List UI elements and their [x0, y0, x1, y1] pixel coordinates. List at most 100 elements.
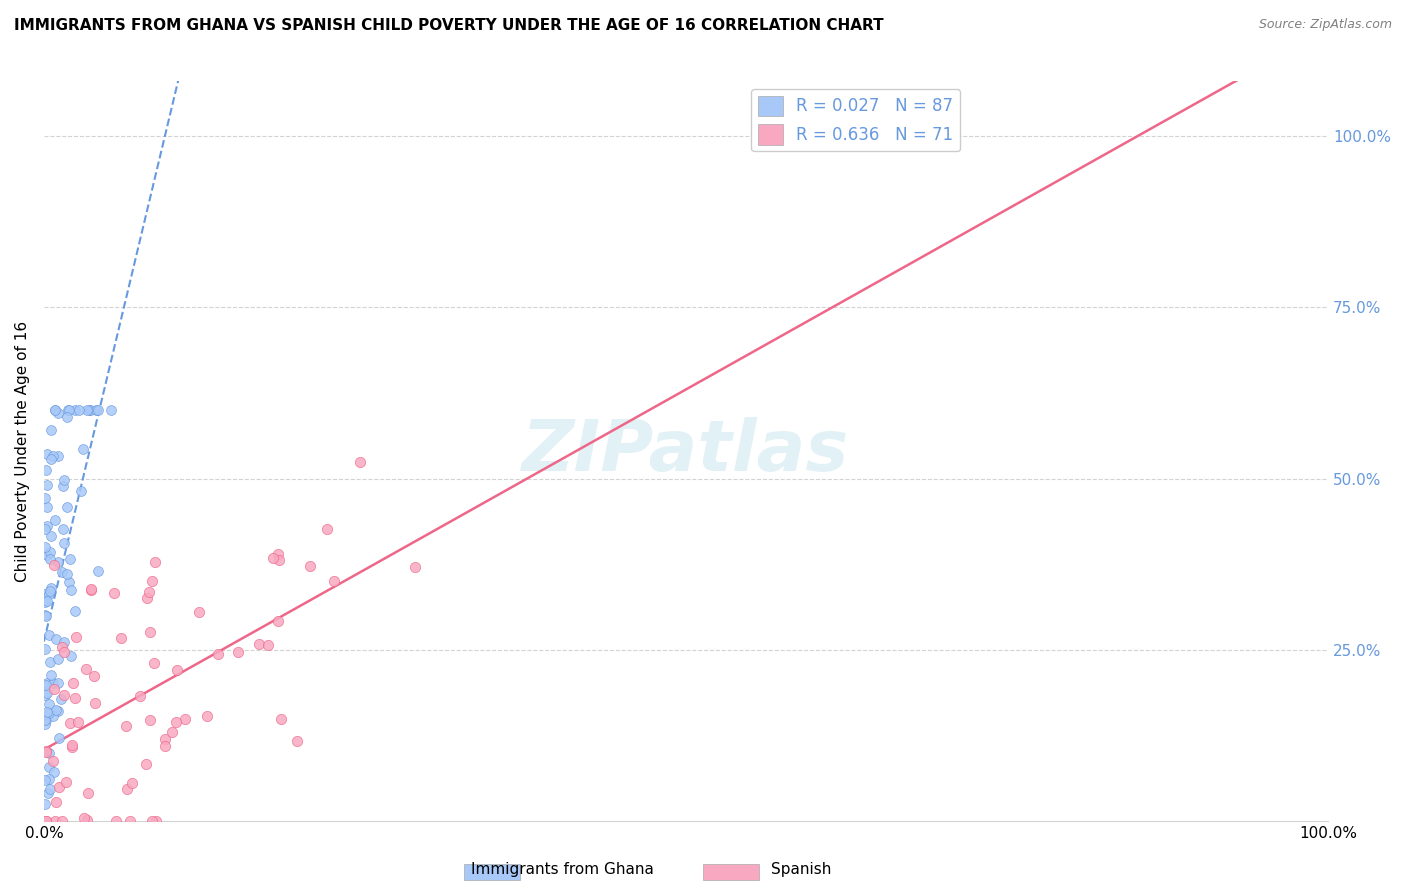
Point	[52, 688, 75, 702]
Point	[76, 403, 98, 417]
Point	[316, 522, 339, 536]
Point	[153, 739, 176, 753]
Point	[100, 403, 122, 417]
Point	[39, 551, 62, 566]
Point	[83, 669, 105, 683]
Point	[59, 552, 82, 566]
Point	[46, 555, 69, 569]
Legend: R = 0.027   N = 87, R = 0.636   N = 71: R = 0.027 N = 87, R = 0.636 N = 71	[751, 89, 960, 152]
Point	[35, 678, 58, 692]
Point	[249, 637, 271, 651]
Point	[35, 745, 58, 759]
Point	[38, 627, 60, 641]
Point	[37, 706, 59, 720]
Point	[115, 781, 138, 796]
Point	[75, 662, 97, 676]
Point	[153, 732, 176, 747]
Point	[39, 528, 62, 542]
Point	[48, 731, 70, 746]
Point	[285, 733, 308, 747]
Point	[145, 814, 167, 829]
Point	[60, 648, 83, 663]
Point	[58, 403, 80, 417]
Point	[60, 740, 83, 755]
Point	[141, 574, 163, 588]
Point	[63, 691, 86, 706]
Point	[55, 775, 77, 789]
Point	[42, 708, 65, 723]
Point	[139, 624, 162, 639]
Point	[38, 655, 60, 669]
Point	[76, 813, 98, 827]
Point	[38, 746, 60, 760]
Point	[60, 582, 83, 597]
Point	[52, 645, 75, 659]
Point	[44, 764, 66, 779]
Point	[46, 406, 69, 420]
Point	[39, 451, 62, 466]
Point	[37, 786, 59, 800]
Point	[41, 581, 63, 595]
Point	[207, 648, 229, 662]
Point	[45, 703, 67, 717]
Point	[44, 513, 66, 527]
Point	[266, 547, 288, 561]
Text: IMMIGRANTS FROM GHANA VS SPANISH CHILD POVERTY UNDER THE AGE OF 16 CORRELATION C: IMMIGRANTS FROM GHANA VS SPANISH CHILD P…	[14, 18, 884, 33]
Point	[349, 455, 371, 469]
Point	[141, 814, 163, 829]
Point	[35, 519, 58, 533]
Point	[35, 814, 58, 829]
Point	[48, 780, 70, 794]
Point	[51, 814, 73, 829]
Point	[270, 712, 292, 726]
Point	[63, 604, 86, 618]
Point	[46, 704, 69, 718]
Point	[38, 782, 60, 797]
Point	[62, 676, 84, 690]
Point	[38, 587, 60, 601]
Point	[267, 552, 290, 566]
Point	[42, 449, 65, 463]
Point	[53, 536, 76, 550]
Point	[257, 638, 280, 652]
Point	[39, 423, 62, 437]
Text: Immigrants from Ghana: Immigrants from Ghana	[471, 863, 654, 877]
Point	[66, 715, 89, 730]
Point	[46, 652, 69, 666]
Point	[77, 786, 100, 800]
Point	[35, 463, 58, 477]
Point	[44, 814, 66, 829]
Point	[188, 605, 211, 619]
Point	[121, 776, 143, 790]
Point	[38, 772, 60, 787]
Point	[166, 664, 188, 678]
Point	[37, 477, 59, 491]
Point	[48, 449, 70, 463]
Point	[53, 473, 76, 487]
Text: Source: ZipAtlas.com: Source: ZipAtlas.com	[1258, 18, 1392, 31]
Point	[35, 609, 58, 624]
Point	[42, 754, 65, 768]
Point	[34, 773, 56, 788]
Point	[58, 574, 80, 589]
Point	[120, 814, 142, 829]
Point	[128, 690, 150, 704]
Point	[73, 812, 96, 826]
Point	[60, 738, 83, 752]
Point	[103, 585, 125, 599]
Point	[55, 409, 77, 424]
Point	[35, 713, 58, 727]
Point	[262, 551, 284, 566]
Point	[35, 594, 58, 608]
Point	[72, 442, 94, 456]
Point	[65, 631, 87, 645]
Point	[34, 716, 56, 731]
Point	[39, 583, 62, 598]
Point	[38, 697, 60, 711]
Point	[34, 608, 56, 623]
Point	[39, 545, 62, 559]
Point	[45, 632, 67, 646]
Point	[34, 587, 56, 601]
Point	[84, 403, 107, 417]
Point	[49, 692, 72, 706]
